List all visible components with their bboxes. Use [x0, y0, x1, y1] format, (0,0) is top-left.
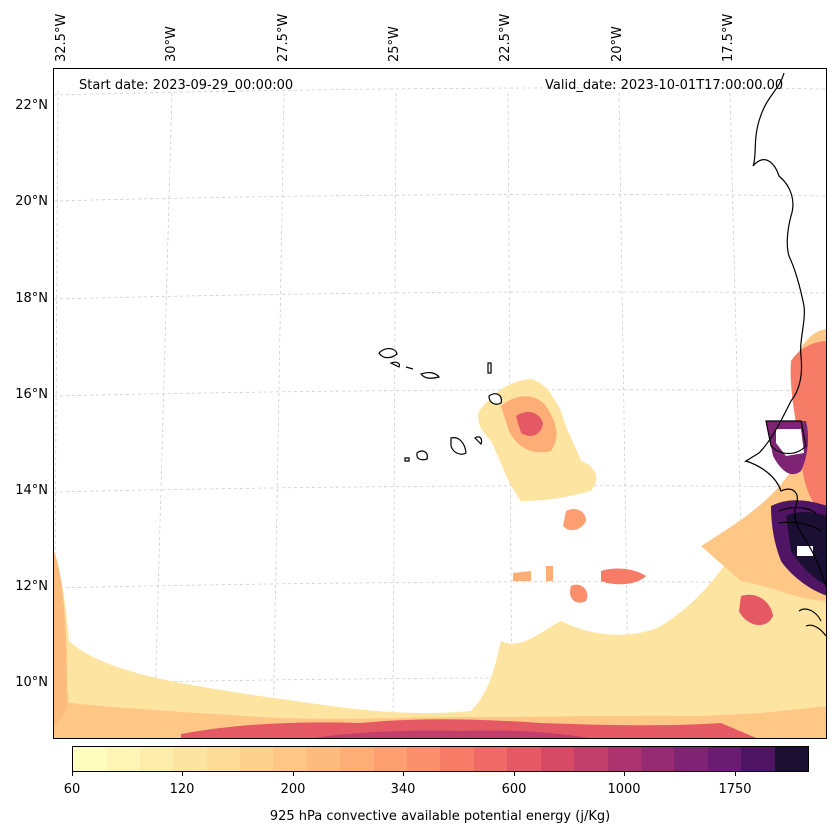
colorbar-cell — [173, 747, 207, 771]
gambia-border — [778, 506, 822, 532]
colorbar-tick-200 — [293, 772, 294, 776]
cape-field — [54, 329, 826, 738]
colorbar-tick-600 — [514, 772, 515, 776]
colorbar-cell — [373, 747, 408, 771]
cape-patch-5 — [513, 571, 531, 581]
colorbar-title: 925 hPa convective available potential e… — [269, 809, 611, 824]
colorbar-cell — [574, 747, 608, 771]
colorbar-cell — [139, 747, 174, 771]
cape-patch-1 — [563, 509, 586, 531]
colorbar-cell — [674, 747, 708, 771]
lon-label-22-5w: 22.5°W — [498, 13, 513, 62]
colorbar-cell — [540, 747, 575, 771]
lat-label-20n: 20°N — [15, 194, 48, 209]
cape-southern-band-outer — [54, 516, 826, 738]
colorbar-label-200: 200 — [280, 782, 306, 797]
colorbar-label-1000: 1000 — [607, 782, 641, 797]
colorbar-label-60: 60 — [63, 782, 81, 797]
maio-island — [474, 436, 483, 446]
colorbar-label-120: 120 — [169, 782, 195, 797]
lat-label-18n: 18°N — [15, 291, 48, 306]
lon-label-30w: 30°W — [164, 26, 179, 62]
colorbar-cell — [607, 747, 641, 771]
lon-label-27-5w: 27.5°W — [276, 13, 291, 62]
senegal-river — [765, 420, 807, 455]
sal-island — [487, 362, 492, 374]
lon-label-17-5w: 17.5°W — [721, 13, 736, 62]
colorbar-label-1750: 1750 — [718, 782, 752, 797]
colorbar-cell — [741, 747, 775, 771]
colorbar-cell — [340, 747, 374, 771]
santiago-island — [450, 437, 467, 455]
cape-patch-3 — [570, 584, 588, 603]
cape-west-strip — [54, 551, 68, 726]
map-panel — [53, 68, 827, 739]
colorbar-cell — [407, 747, 441, 771]
valid-date-label: Valid_date: 2023-10-01T17:00:00.00 — [545, 78, 784, 93]
colorbar — [72, 746, 809, 772]
start-date-label: Start date: 2023-09-29_00:00:00 — [79, 78, 294, 93]
colorbar-label-340: 340 — [390, 782, 416, 797]
lat-label-16n: 16°N — [15, 387, 48, 402]
lat-label-10n: 10°N — [15, 675, 48, 690]
colorbar-cell — [707, 747, 742, 771]
coastlines — [744, 72, 826, 637]
colorbar-tick-340 — [403, 772, 404, 776]
colorbar-tick-1000 — [624, 772, 625, 776]
cape-patch-2 — [601, 568, 646, 585]
colorbar-cell — [774, 747, 808, 771]
colorbar-cell — [206, 747, 241, 771]
colorbar-cell — [240, 747, 274, 771]
colorbar-label-600: 600 — [501, 782, 527, 797]
lat-label-12n: 12°N — [15, 579, 48, 594]
colorbar-tick-120 — [182, 772, 183, 776]
lon-label-20w: 20°W — [610, 26, 625, 62]
lon-label-25w: 25°W — [387, 26, 402, 62]
sao-vicente-island — [389, 361, 401, 368]
guinea-coast — [798, 608, 826, 637]
africa-coastline — [744, 72, 826, 587]
map-canvas — [54, 72, 826, 738]
cape-east-hole-2 — [797, 546, 813, 556]
fogo-island — [416, 450, 428, 461]
colorbar-cell — [640, 747, 675, 771]
santa-luzia-island — [405, 366, 414, 370]
lon-label-32-5w: 32.5°W — [54, 13, 69, 62]
colorbar-cell — [73, 747, 107, 771]
boa-vista-island — [488, 393, 502, 405]
cape-east-hole — [776, 429, 804, 456]
colorbar-tick-60 — [72, 772, 73, 776]
colorbar-cell — [106, 747, 140, 771]
colorbar-tick-1750 — [735, 772, 736, 776]
cape-verde-islands — [378, 348, 502, 462]
cape-patch-4 — [546, 566, 553, 581]
brava-island — [404, 457, 410, 462]
colorbar-cell — [473, 747, 508, 771]
santo-antao-island — [378, 348, 398, 359]
cape-southern-band-inner — [181, 719, 757, 738]
colorbar-cell — [507, 747, 541, 771]
colorbar-cell — [273, 747, 307, 771]
cape-capeverde-inner — [516, 411, 543, 436]
lat-label-14n: 14°N — [15, 483, 48, 498]
cape-east-patch — [739, 594, 773, 626]
sao-nicolau-island — [420, 371, 441, 379]
colorbar-cell — [306, 747, 341, 771]
lat-label-22n: 22°N — [15, 98, 48, 113]
cape-southern-band-core — [313, 730, 589, 738]
colorbar-cell — [440, 747, 474, 771]
